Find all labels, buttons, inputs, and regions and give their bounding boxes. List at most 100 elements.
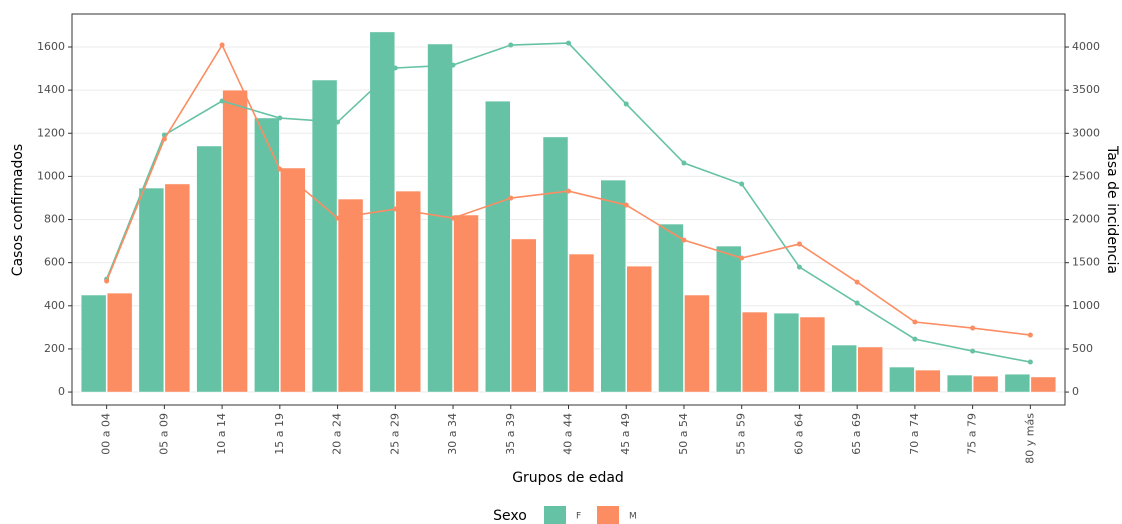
legend-swatch xyxy=(597,506,619,524)
bar xyxy=(311,79,338,393)
y2-tick-label: 1000 xyxy=(1072,299,1100,312)
x-tick-label: 45 a 49 xyxy=(619,413,632,455)
y2-tick-label: 3000 xyxy=(1072,126,1100,139)
y-tick-label: 1600 xyxy=(37,40,65,53)
y2-tick-label: 0 xyxy=(1072,385,1079,398)
bar xyxy=(857,346,883,393)
x-tick-label: 60 a 64 xyxy=(792,413,805,455)
point xyxy=(970,348,976,354)
bar xyxy=(453,214,479,393)
bar xyxy=(395,190,422,393)
legend-swatch xyxy=(544,506,566,524)
bar xyxy=(658,223,684,393)
point xyxy=(796,264,802,270)
point xyxy=(219,42,225,48)
point xyxy=(912,319,918,325)
bar xyxy=(511,238,537,393)
bar xyxy=(254,117,280,393)
x-tick-label: 25 a 29 xyxy=(388,413,401,455)
y2-tick-label: 2000 xyxy=(1072,213,1100,226)
point xyxy=(335,215,341,221)
y-tick-label: 400 xyxy=(44,299,65,312)
point xyxy=(854,279,860,285)
point xyxy=(161,136,167,142)
bar xyxy=(1004,373,1031,393)
point xyxy=(392,206,398,212)
x-tick-label: 50 a 54 xyxy=(677,413,690,455)
bar xyxy=(799,316,826,393)
x-tick-label: 20 a 24 xyxy=(331,413,344,455)
y2-axis-title: Tasa de incidencia xyxy=(1104,145,1120,274)
point xyxy=(739,181,745,187)
bar xyxy=(164,183,191,393)
point xyxy=(681,160,687,166)
bar xyxy=(684,294,710,393)
bar xyxy=(972,375,999,393)
point xyxy=(912,336,918,342)
bar xyxy=(106,292,133,393)
x-tick-label: 05 a 09 xyxy=(157,413,170,455)
point xyxy=(854,300,860,306)
y-tick-label: 1000 xyxy=(37,169,65,182)
bar xyxy=(741,311,768,393)
legend-title: Sexo xyxy=(493,508,527,524)
x-tick-label: 65 a 69 xyxy=(850,413,863,455)
x-tick-label: 35 a 39 xyxy=(504,413,517,455)
bar xyxy=(280,167,306,393)
y2-tick-label: 500 xyxy=(1072,342,1093,355)
point xyxy=(450,62,456,68)
x-tick-label: 55 a 59 xyxy=(735,413,748,455)
x-tick-label: 10 a 14 xyxy=(215,413,228,455)
bar xyxy=(626,265,652,393)
bar xyxy=(138,187,165,393)
x-tick-label: 30 a 34 xyxy=(446,413,459,455)
legend-label: M xyxy=(629,512,637,522)
point xyxy=(277,115,283,121)
point xyxy=(335,119,341,125)
point xyxy=(277,166,283,172)
bar xyxy=(196,145,222,393)
y2-tick-label: 1500 xyxy=(1072,256,1100,269)
point xyxy=(508,195,514,201)
bar xyxy=(915,369,941,393)
y2-tick-label: 4000 xyxy=(1072,40,1100,53)
x-axis-title: Grupos de edad xyxy=(512,470,624,486)
bar xyxy=(568,253,595,393)
point xyxy=(566,40,571,46)
x-tick-label: 00 a 04 xyxy=(100,413,113,455)
y-tick-label: 0 xyxy=(58,385,65,398)
y-axis-title: Casos confirmados xyxy=(10,144,26,276)
y-tick-label: 600 xyxy=(44,256,65,269)
point xyxy=(392,65,398,71)
bar xyxy=(222,89,248,393)
bar xyxy=(80,294,107,393)
bar xyxy=(831,344,857,393)
bar xyxy=(1030,376,1057,393)
x-tick-label: 15 a 19 xyxy=(273,413,286,455)
point xyxy=(566,188,571,194)
legend-label: F xyxy=(576,512,581,522)
y-tick-label: 800 xyxy=(44,213,65,226)
bar xyxy=(542,136,569,393)
point xyxy=(623,202,629,208)
point xyxy=(1027,332,1033,338)
y2-tick-label: 3500 xyxy=(1072,83,1100,96)
bar xyxy=(715,245,742,393)
point xyxy=(104,278,110,284)
point xyxy=(796,241,802,247)
point xyxy=(450,215,456,221)
bar xyxy=(946,374,973,393)
point xyxy=(681,237,687,243)
bar xyxy=(337,198,364,393)
point xyxy=(623,101,629,107)
y2-tick-label: 2500 xyxy=(1072,169,1100,182)
bar xyxy=(773,312,800,393)
y-tick-label: 1200 xyxy=(37,126,65,139)
bar xyxy=(485,100,511,393)
x-tick-label: 40 a 44 xyxy=(562,413,575,455)
point xyxy=(970,325,976,331)
point xyxy=(219,98,225,104)
y-tick-label: 1400 xyxy=(37,83,65,96)
